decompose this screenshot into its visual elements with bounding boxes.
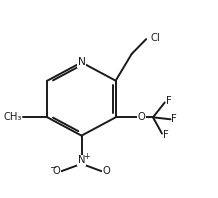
Text: N: N (78, 155, 85, 165)
Text: O: O (103, 166, 110, 176)
Text: F: F (163, 130, 169, 140)
Text: O: O (53, 166, 60, 176)
Text: O: O (137, 112, 145, 122)
Text: CH₃: CH₃ (3, 112, 22, 122)
Text: F: F (171, 114, 177, 124)
Text: N: N (78, 57, 85, 67)
Text: F: F (166, 96, 171, 106)
Text: −: − (49, 162, 57, 171)
Text: +: + (83, 152, 90, 161)
Text: Cl: Cl (150, 33, 160, 43)
